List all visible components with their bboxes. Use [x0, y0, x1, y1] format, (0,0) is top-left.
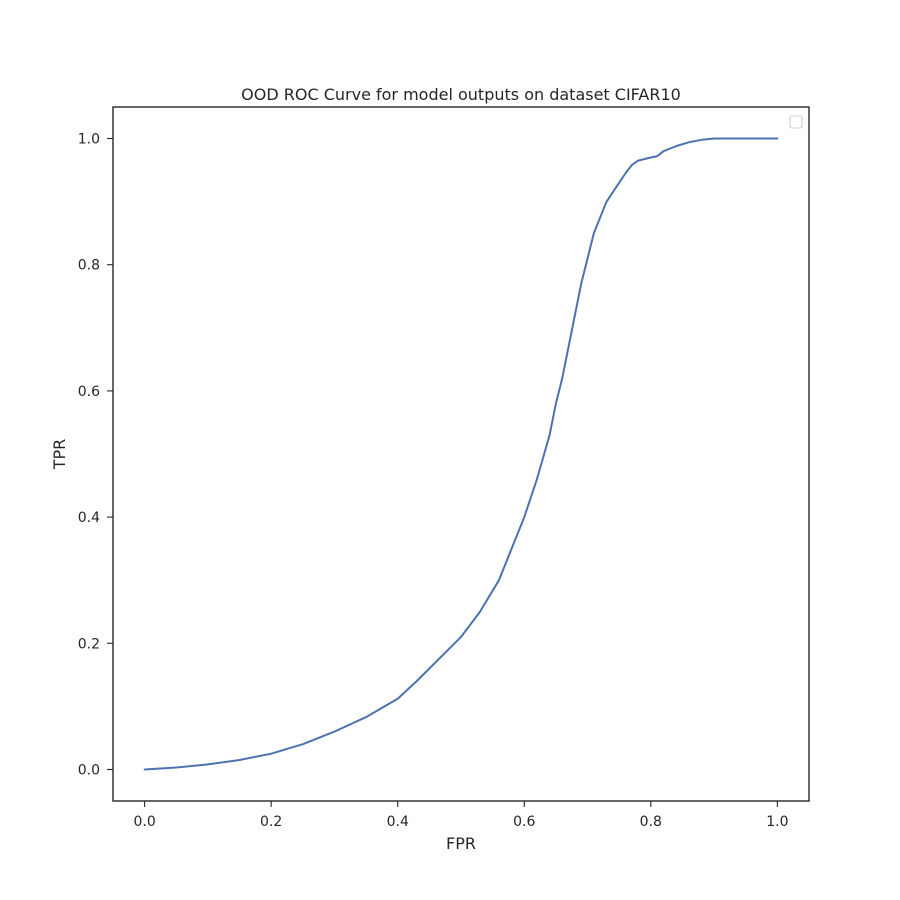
chart-title: OOD ROC Curve for model outputs on datas…: [241, 85, 681, 104]
x-axis-label: FPR: [446, 834, 476, 853]
x-axis-ticks: 0.0 0.2 0.4 0.6 0.8 1.0: [134, 801, 788, 830]
y-tick-label: 0.2: [78, 636, 100, 652]
y-tick-label: 0.6: [78, 384, 100, 400]
y-tick-label: 0.4: [78, 510, 100, 526]
roc-curve-line: [143, 137, 779, 771]
x-tick-label: 0.2: [260, 814, 282, 830]
x-tick-label: 0.8: [640, 814, 662, 830]
x-tick-label: 0.4: [387, 814, 409, 830]
y-tick-label: 1.0: [78, 132, 100, 148]
x-tick-label: 0.6: [513, 814, 535, 830]
x-tick-label: 1.0: [766, 814, 788, 830]
y-axis-label: TPR: [50, 439, 69, 471]
x-tick-label: 0.0: [134, 814, 156, 830]
y-axis-ticks: 0.0 0.2 0.4 0.6 0.8 1.0: [78, 132, 113, 778]
y-tick-label: 0.8: [78, 258, 100, 274]
legend-box: [789, 115, 803, 129]
y-tick-label: 0.0: [78, 762, 100, 778]
plot-area-frame: [112, 106, 810, 802]
